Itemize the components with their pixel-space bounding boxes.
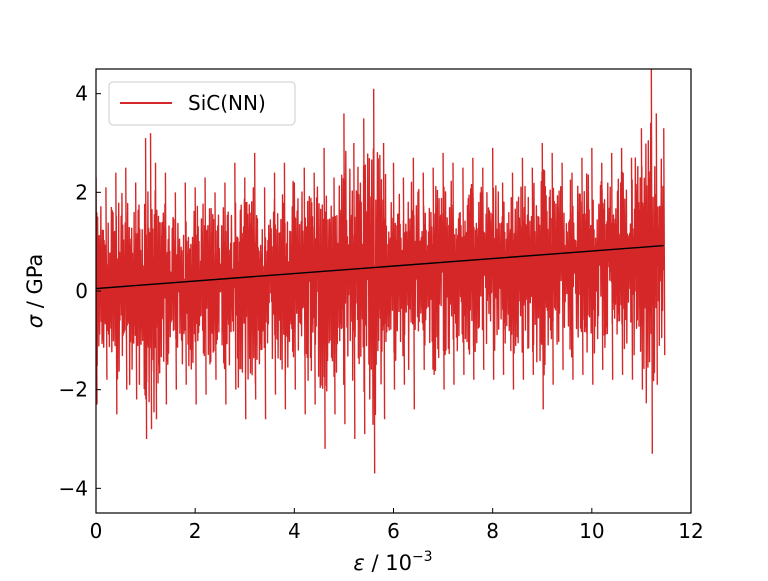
x-tick-label: 4 bbox=[288, 519, 301, 543]
y-tick-label: −2 bbox=[59, 378, 88, 402]
linear-fit-line bbox=[96, 244, 664, 290]
legend: SiC(NN) bbox=[108, 81, 296, 126]
x-tick-label: 2 bbox=[189, 519, 202, 543]
x-axis: 0 2 4 6 8 10 12 bbox=[90, 508, 704, 543]
y-axis: −4 −2 0 2 4 bbox=[59, 82, 101, 500]
y-tick-label: 0 bbox=[75, 279, 88, 303]
x-tick-label: 10 bbox=[579, 519, 604, 543]
x-tick-label: 8 bbox=[486, 519, 499, 543]
legend-label: SiC(NN) bbox=[188, 91, 266, 115]
y-axis-label: σ / GPa bbox=[23, 254, 47, 329]
y-tick-label: −4 bbox=[59, 476, 88, 500]
y-tick-label: 2 bbox=[75, 180, 88, 204]
x-tick-label: 6 bbox=[387, 519, 400, 543]
series-sic-nn-line bbox=[96, 69, 666, 474]
x-axis-label: ε / 10−3 bbox=[353, 549, 432, 575]
y-tick-label: 4 bbox=[75, 82, 88, 106]
legend-box bbox=[108, 81, 296, 126]
x-tick-label: 12 bbox=[678, 519, 703, 543]
x-tick-label: 0 bbox=[90, 519, 103, 543]
data-layer bbox=[96, 69, 666, 474]
